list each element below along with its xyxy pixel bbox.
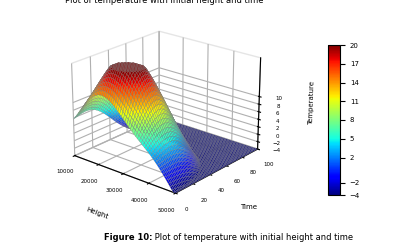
Title: Plot of temperature with initial height and time: Plot of temperature with initial height …	[65, 0, 263, 5]
Text: Plot of temperature with initial height and time: Plot of temperature with initial height …	[152, 233, 353, 242]
Text: Figure 10:: Figure 10:	[104, 233, 152, 242]
X-axis label: Height: Height	[86, 206, 109, 220]
Y-axis label: Time: Time	[240, 204, 257, 210]
